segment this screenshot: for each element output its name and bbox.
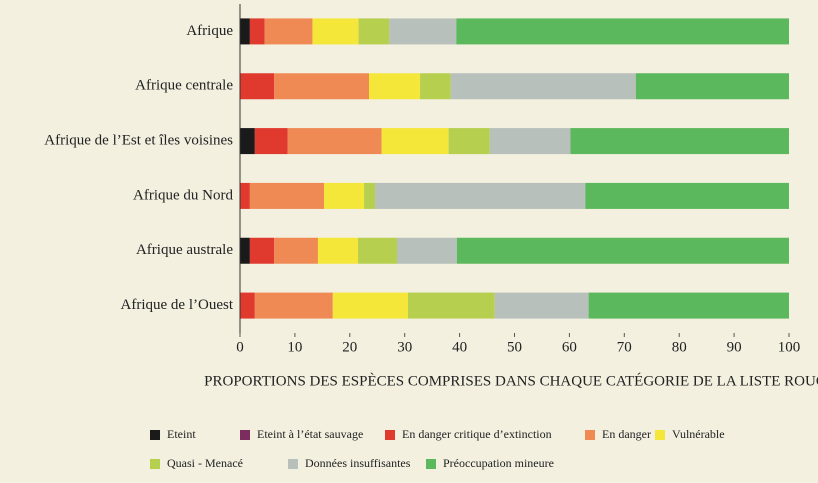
- bar-segment: [287, 128, 382, 155]
- x-tick-label: 0: [236, 339, 244, 355]
- bar-segment: [254, 128, 288, 155]
- x-tick-label: 90: [727, 339, 742, 355]
- x-tick-label: 80: [672, 339, 687, 355]
- bar-segment: [240, 182, 250, 209]
- y-tick-label: Afrique centrale: [135, 78, 233, 94]
- bar-segment: [249, 237, 275, 264]
- bar-segment: [312, 18, 359, 45]
- bar-segment: [323, 182, 365, 209]
- legend-swatch: [150, 459, 160, 469]
- legend-label: Vulnérable: [672, 427, 725, 441]
- legend-swatch: [385, 430, 395, 440]
- bar-segment: [358, 237, 398, 264]
- bar-segment: [407, 292, 495, 319]
- bar-segment: [364, 182, 376, 209]
- y-tick-label: Afrique: [186, 23, 233, 39]
- legend-label: Eteint: [167, 427, 196, 441]
- x-tick-label: 20: [342, 339, 357, 355]
- bar-segment: [570, 128, 789, 155]
- x-tick-label: 60: [562, 339, 577, 355]
- bar-segment: [240, 292, 255, 319]
- bar-segment: [420, 73, 451, 100]
- legend-swatch: [585, 430, 595, 440]
- legend-label: Eteint à l’état sauvage: [257, 427, 363, 441]
- legend-swatch: [655, 430, 665, 440]
- bar-segment: [381, 128, 449, 155]
- legend-swatch: [288, 459, 298, 469]
- bar-segment: [448, 128, 490, 155]
- bar-segment: [249, 182, 324, 209]
- y-tick-label: Afrique australe: [136, 242, 233, 258]
- bar-segment: [240, 128, 255, 155]
- legend-swatch: [426, 459, 436, 469]
- x-tick-label: 30: [397, 339, 412, 355]
- bar-segment: [397, 237, 457, 264]
- bar-segment: [489, 128, 571, 155]
- bar-segment: [585, 182, 789, 209]
- bar-segment: [254, 292, 333, 319]
- bar-segment: [274, 237, 318, 264]
- legend-label: Préoccupation mineure: [443, 456, 554, 470]
- bar-segment: [494, 292, 589, 319]
- bar-segment: [369, 73, 421, 100]
- y-tick-label: Afrique de l’Ouest: [121, 297, 234, 313]
- bar-segment: [450, 73, 636, 100]
- bar-segment: [240, 73, 275, 100]
- bar-segment: [249, 18, 265, 45]
- bar-segment: [635, 73, 789, 100]
- legend-swatch: [240, 430, 250, 440]
- x-tick-label: 40: [452, 339, 467, 355]
- bar-segment: [375, 182, 586, 209]
- bar-segment: [317, 237, 359, 264]
- legend-label: En danger critique d’extinction: [402, 427, 552, 441]
- legend-label: Quasi - Menacé: [167, 456, 243, 470]
- y-tick-label: Afrique du Nord: [133, 187, 233, 203]
- bar-segment: [456, 237, 789, 264]
- legend-label: Données insuffisantes: [305, 456, 411, 470]
- bar-segment: [456, 18, 789, 45]
- legend-label: En danger: [602, 427, 651, 441]
- bar-segment: [332, 292, 408, 319]
- bar-segment: [240, 18, 250, 45]
- y-tick-label: Afrique de l’Est et îles voisines: [44, 133, 233, 149]
- bar-segment: [389, 18, 457, 45]
- legend-swatch: [150, 430, 160, 440]
- bar-segment: [358, 18, 390, 45]
- x-tick-label: 70: [617, 339, 632, 355]
- bar-segment: [274, 73, 370, 100]
- x-axis-title: PROPORTIONS DES ESPÈCES COMPRISES DANS C…: [204, 372, 818, 389]
- x-tick-label: 10: [287, 339, 302, 355]
- bar-segment: [264, 18, 313, 45]
- bar-segment: [588, 292, 789, 319]
- x-tick-label: 100: [778, 339, 801, 355]
- x-tick-label: 50: [507, 339, 522, 355]
- bar-segment: [240, 237, 250, 264]
